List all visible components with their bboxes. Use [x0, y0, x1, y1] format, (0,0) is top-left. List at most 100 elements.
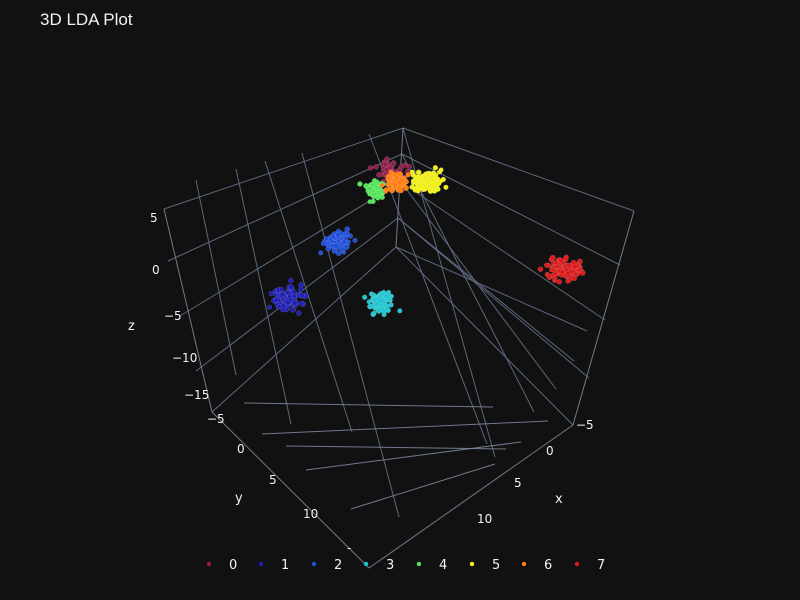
legend-label-4: 4: [439, 558, 447, 573]
legend-item-0[interactable]: 0: [206, 558, 237, 573]
data-point-series-2: [344, 226, 351, 232]
data-point-series-6: [385, 176, 391, 182]
z-tick-minus5: −5: [164, 309, 182, 323]
data-point-series-1: [279, 291, 286, 298]
grid-line: [167, 153, 403, 262]
data-point-series-1: [287, 293, 293, 299]
data-point-series-3: [388, 302, 394, 308]
legend-item-7[interactable]: 7: [574, 558, 605, 573]
data-point-series-6: [383, 187, 389, 193]
data-point-series-1: [291, 299, 298, 306]
data-point-series-3: [362, 294, 368, 300]
grid-line: [572, 210, 635, 426]
legend-label-5: 5: [492, 558, 500, 573]
data-point-series-7: [565, 262, 572, 269]
grid-line: [235, 168, 292, 425]
data-point-series-7: [556, 279, 563, 285]
x-tick-10: 10: [477, 512, 492, 526]
data-point-series-1: [268, 291, 274, 297]
data-point-series-5: [417, 177, 423, 184]
grid-line: [195, 179, 237, 376]
data-point-series-7: [573, 271, 579, 277]
legend-item-5[interactable]: 5: [469, 558, 500, 573]
data-point-series-0: [406, 163, 413, 170]
legend-label-1: 1: [281, 558, 289, 573]
data-point-series-4: [367, 199, 373, 205]
data-point-series-1: [267, 304, 272, 310]
grid-line: [305, 441, 522, 471]
data-point-series-1: [299, 292, 305, 299]
legend-item-4[interactable]: 4: [416, 558, 447, 573]
data-point-series-5: [417, 185, 423, 191]
y-tick-0: 0: [237, 442, 245, 456]
data-point-series-7: [546, 273, 553, 279]
data-point-series-6: [388, 169, 394, 175]
data-point-series-5: [409, 184, 416, 190]
legend-item-2[interactable]: 2: [311, 558, 342, 573]
grid-line: [163, 208, 213, 413]
legend-label-2: 2: [334, 558, 342, 573]
data-point-series-7: [567, 276, 573, 282]
grid-line: [395, 246, 588, 332]
legend-item-6[interactable]: 6: [521, 558, 552, 573]
legend-marker-6: [521, 561, 527, 567]
data-point-series-0: [383, 166, 390, 173]
legend-label-7: 7: [597, 558, 605, 573]
data-point-series-7: [572, 263, 578, 270]
data-point-series-4: [357, 181, 363, 187]
legend-item-3[interactable]: 3: [363, 558, 394, 573]
data-point-series-6: [391, 181, 398, 188]
grid-line: [401, 153, 535, 413]
series-group-3: [362, 289, 403, 318]
grid-line: [163, 127, 404, 210]
data-point-series-5: [443, 184, 449, 190]
data-point-series-3: [368, 303, 375, 310]
series-group-2: [318, 226, 358, 257]
legend[interactable]: 0 1 2 3 4 5 6: [206, 558, 605, 573]
series-group-1: [267, 277, 309, 316]
data-point-series-1: [288, 277, 294, 284]
data-point-series-2: [347, 233, 354, 239]
grid-line: [211, 246, 397, 413]
data-point-series-0: [367, 165, 374, 171]
grid-line: [211, 411, 370, 569]
data-point-series-7: [579, 269, 586, 276]
legend-item-1[interactable]: 1: [258, 558, 289, 573]
data-point-series-3: [381, 311, 387, 318]
x-tick-0: 0: [546, 444, 554, 458]
data-point-series-2: [323, 236, 329, 242]
grid-line: [397, 217, 575, 362]
data-point-series-2: [352, 237, 358, 243]
grid-line: [261, 420, 549, 435]
grid-line: [400, 181, 606, 321]
grid-line: [301, 152, 400, 518]
data-point-series-5: [424, 180, 430, 187]
data-point-series-2: [343, 244, 350, 251]
data-point-series-2: [318, 250, 324, 256]
data-point-series-1: [298, 286, 304, 293]
grid-layer: [163, 127, 635, 569]
legend-marker-1: [258, 561, 264, 567]
data-point-series-1: [296, 310, 302, 316]
legend-marker-4: [416, 561, 422, 567]
corner-tick-mark: -: [347, 541, 351, 555]
data-point-series-7: [559, 269, 566, 275]
z-tick-5: 5: [150, 211, 158, 225]
data-point-series-5: [415, 169, 422, 176]
data-point-series-3: [397, 308, 403, 314]
z-tick-minus10: −10: [172, 351, 197, 365]
data-point-series-6: [397, 180, 403, 186]
data-point-series-2: [332, 243, 339, 249]
data-point-series-5: [409, 169, 415, 175]
data-point-series-1: [298, 300, 305, 307]
series-group-4: [357, 178, 386, 205]
grid-line: [397, 217, 590, 379]
data-point-series-3: [384, 305, 390, 311]
data-point-series-3: [371, 310, 377, 316]
grid-line: [368, 424, 574, 569]
y-tick-minus5: −5: [207, 412, 225, 426]
data-point-series-0: [383, 161, 389, 167]
data-point-series-0: [384, 156, 390, 162]
